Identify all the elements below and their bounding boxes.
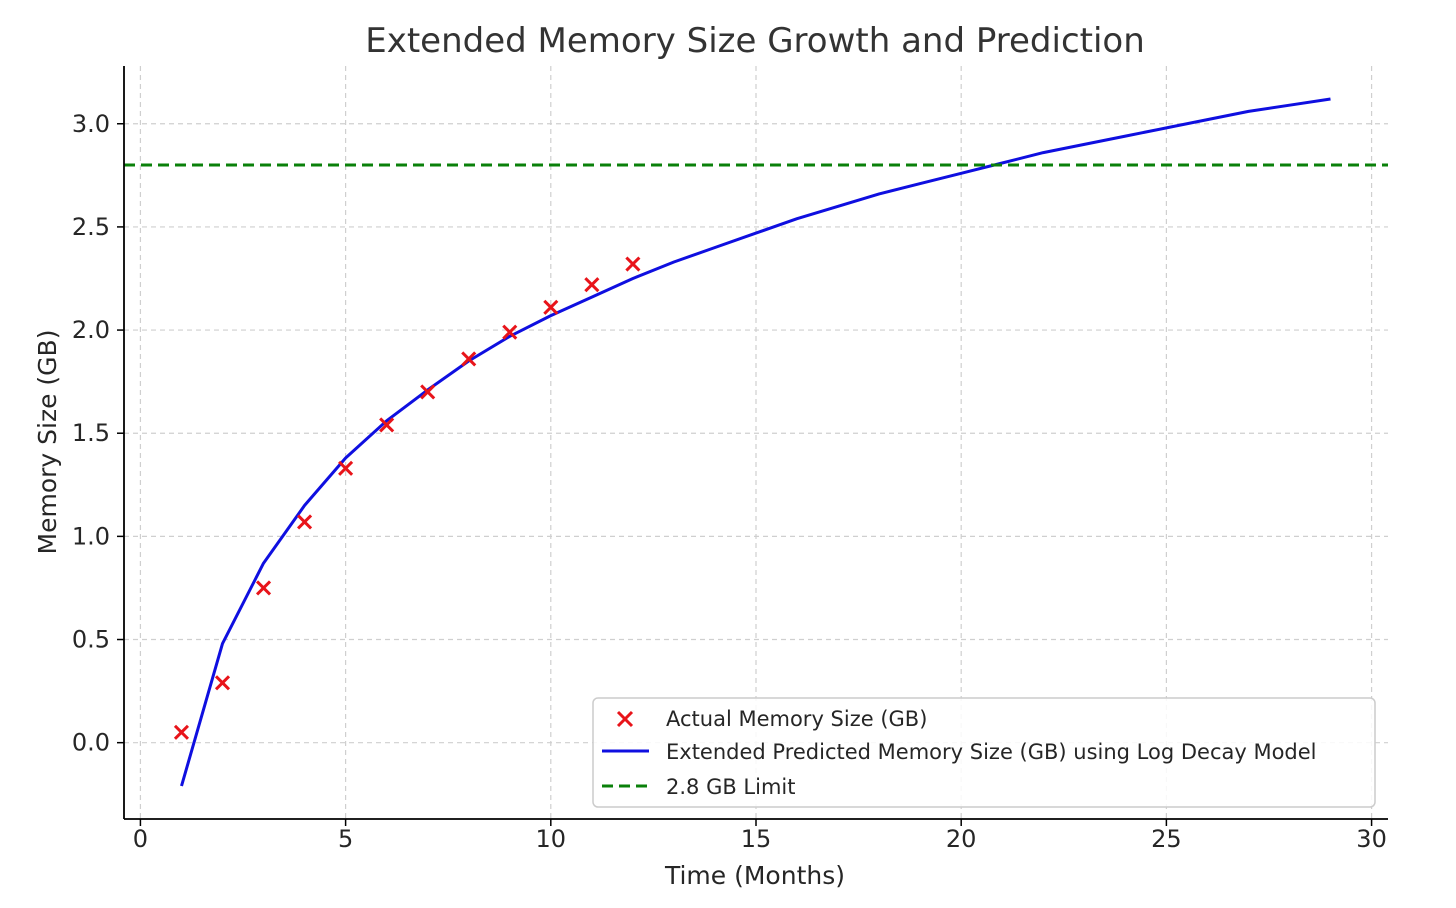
legend-label-limit: 2.8 GB Limit: [666, 775, 796, 799]
marker-stroke: [214, 675, 231, 691]
y-tick-label: 1.0: [72, 522, 110, 550]
y-tick-label: 2.5: [72, 213, 110, 241]
marker-stroke: [502, 324, 518, 340]
prediction-line: [180, 97, 1331, 787]
y-axis-label: Memory Size (GB): [33, 330, 62, 555]
y-tick-label: 0.0: [72, 729, 110, 757]
x-tick-label: 5: [338, 825, 353, 853]
marker-stroke: [625, 256, 641, 272]
x-axis-ticks: 0 5 10 15 20 25 30: [133, 819, 1387, 853]
chart-title: Extended Memory Size Growth and Predicti…: [365, 21, 1145, 61]
marker-stroke: [543, 299, 559, 315]
legend-marker-actual: [616, 710, 634, 728]
legend: Actual Memory Size (GB) Extended Predict…: [592, 697, 1376, 808]
actual-point-marker: [297, 514, 313, 530]
x-tick-label: 25: [1151, 825, 1182, 853]
actual-point-marker: [584, 277, 600, 293]
legend-box: [592, 697, 1376, 808]
actual-point-marker: [255, 580, 272, 596]
marker-stroke: [173, 724, 190, 740]
y-tick-label: 1.5: [72, 419, 110, 447]
marker-stroke: [297, 514, 313, 530]
marker-stroke: [461, 351, 477, 367]
x-tick-label: 20: [946, 825, 977, 853]
marker-stroke: [420, 384, 436, 400]
plot-area: [124, 97, 1388, 787]
actual-point-marker: [543, 299, 559, 315]
y-tick-label: 2.0: [72, 316, 110, 344]
actual-point-marker: [173, 724, 190, 740]
x-tick-label: 30: [1356, 825, 1387, 853]
x-tick-label: 0: [133, 825, 148, 853]
marker-stroke: [338, 460, 354, 476]
actual-point-marker: [502, 324, 518, 340]
legend-label-predicted: Extended Predicted Memory Size (GB) usin…: [666, 740, 1317, 764]
y-tick-label: 0.5: [72, 626, 110, 654]
gridlines: [124, 66, 1388, 819]
actual-point-marker: [338, 460, 354, 476]
legend-label-actual: Actual Memory Size (GB): [666, 707, 927, 731]
marker-stroke: [584, 277, 600, 293]
x-tick-label: 10: [536, 825, 567, 853]
y-axis-ticks: 0.0 0.5 1.0 1.5 2.0 2.5 3.0: [72, 110, 124, 757]
actual-point-marker: [625, 256, 641, 272]
actual-point-marker: [214, 675, 231, 691]
actual-point-marker: [379, 417, 395, 433]
actual-point-marker: [461, 351, 477, 367]
marker-stroke: [255, 580, 272, 596]
marker-stroke: [379, 417, 395, 433]
y-tick-label: 3.0: [72, 110, 110, 138]
x-axis-label: Time (Months): [664, 861, 845, 890]
actual-point-marker: [420, 384, 436, 400]
x-tick-label: 15: [741, 825, 772, 853]
